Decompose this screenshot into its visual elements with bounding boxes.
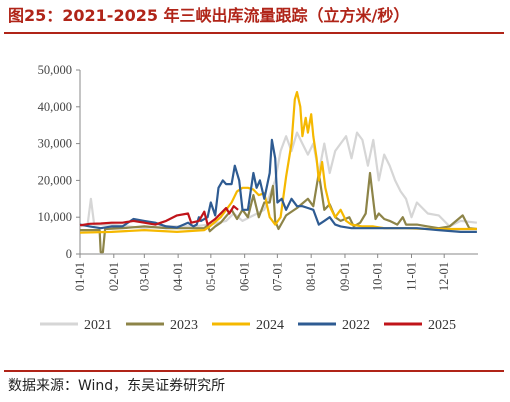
y-tick-label: 50,000 (38, 63, 72, 77)
x-tick-label: 09-01 (338, 262, 352, 291)
x-tick-label: 08-01 (304, 262, 318, 291)
chart-series (79, 91, 478, 254)
x-tick-label: 12-01 (437, 262, 451, 291)
x-tick-label: 03-01 (137, 262, 151, 291)
legend-label-2022: 2022 (342, 318, 370, 333)
series-line-2022 (79, 138, 477, 233)
footer-rule (4, 370, 504, 372)
x-tick-label: 06-01 (238, 262, 252, 291)
series-line-2021 (79, 131, 478, 230)
figure-title: 图25：2021-2025 年三峡出库流量跟踪（立方米/秒） (8, 6, 410, 25)
y-tick-label: 40,000 (38, 100, 72, 114)
chart-axes: 0 10,000 20,000 30,000 40,000 50,000 01-01 02-0… (38, 63, 478, 291)
y-tick-label: 30,000 (38, 137, 72, 151)
y-tick-label: 20,000 (38, 173, 72, 187)
legend-label-2025: 2025 (428, 318, 456, 333)
x-tick-label: 02-01 (107, 262, 121, 291)
x-tick-label: 07-01 (270, 262, 284, 291)
x-tick-label: 01-01 (73, 262, 87, 291)
x-tick-label: 10-01 (371, 262, 385, 291)
y-tick-label: 0 (66, 247, 72, 261)
x-tick-label: 04-01 (171, 262, 185, 291)
legend-label-2021: 2021 (84, 318, 112, 333)
legend-label-2023: 2023 (170, 318, 198, 333)
x-tick-label: 05-01 (204, 262, 218, 291)
x-tick-label: 11-01 (404, 262, 418, 291)
title-rule (4, 32, 504, 34)
chart-legend: 2021 2023 2024 2022 2025 (40, 318, 456, 333)
source-note: 数据来源：Wind，东吴证券研究所 (8, 378, 226, 394)
series-line-2025 (79, 205, 239, 227)
series-line-2023 (80, 171, 478, 254)
legend-label-2024: 2024 (256, 318, 284, 333)
y-tick-label: 10,000 (38, 210, 72, 224)
series-line-2024 (79, 91, 477, 234)
